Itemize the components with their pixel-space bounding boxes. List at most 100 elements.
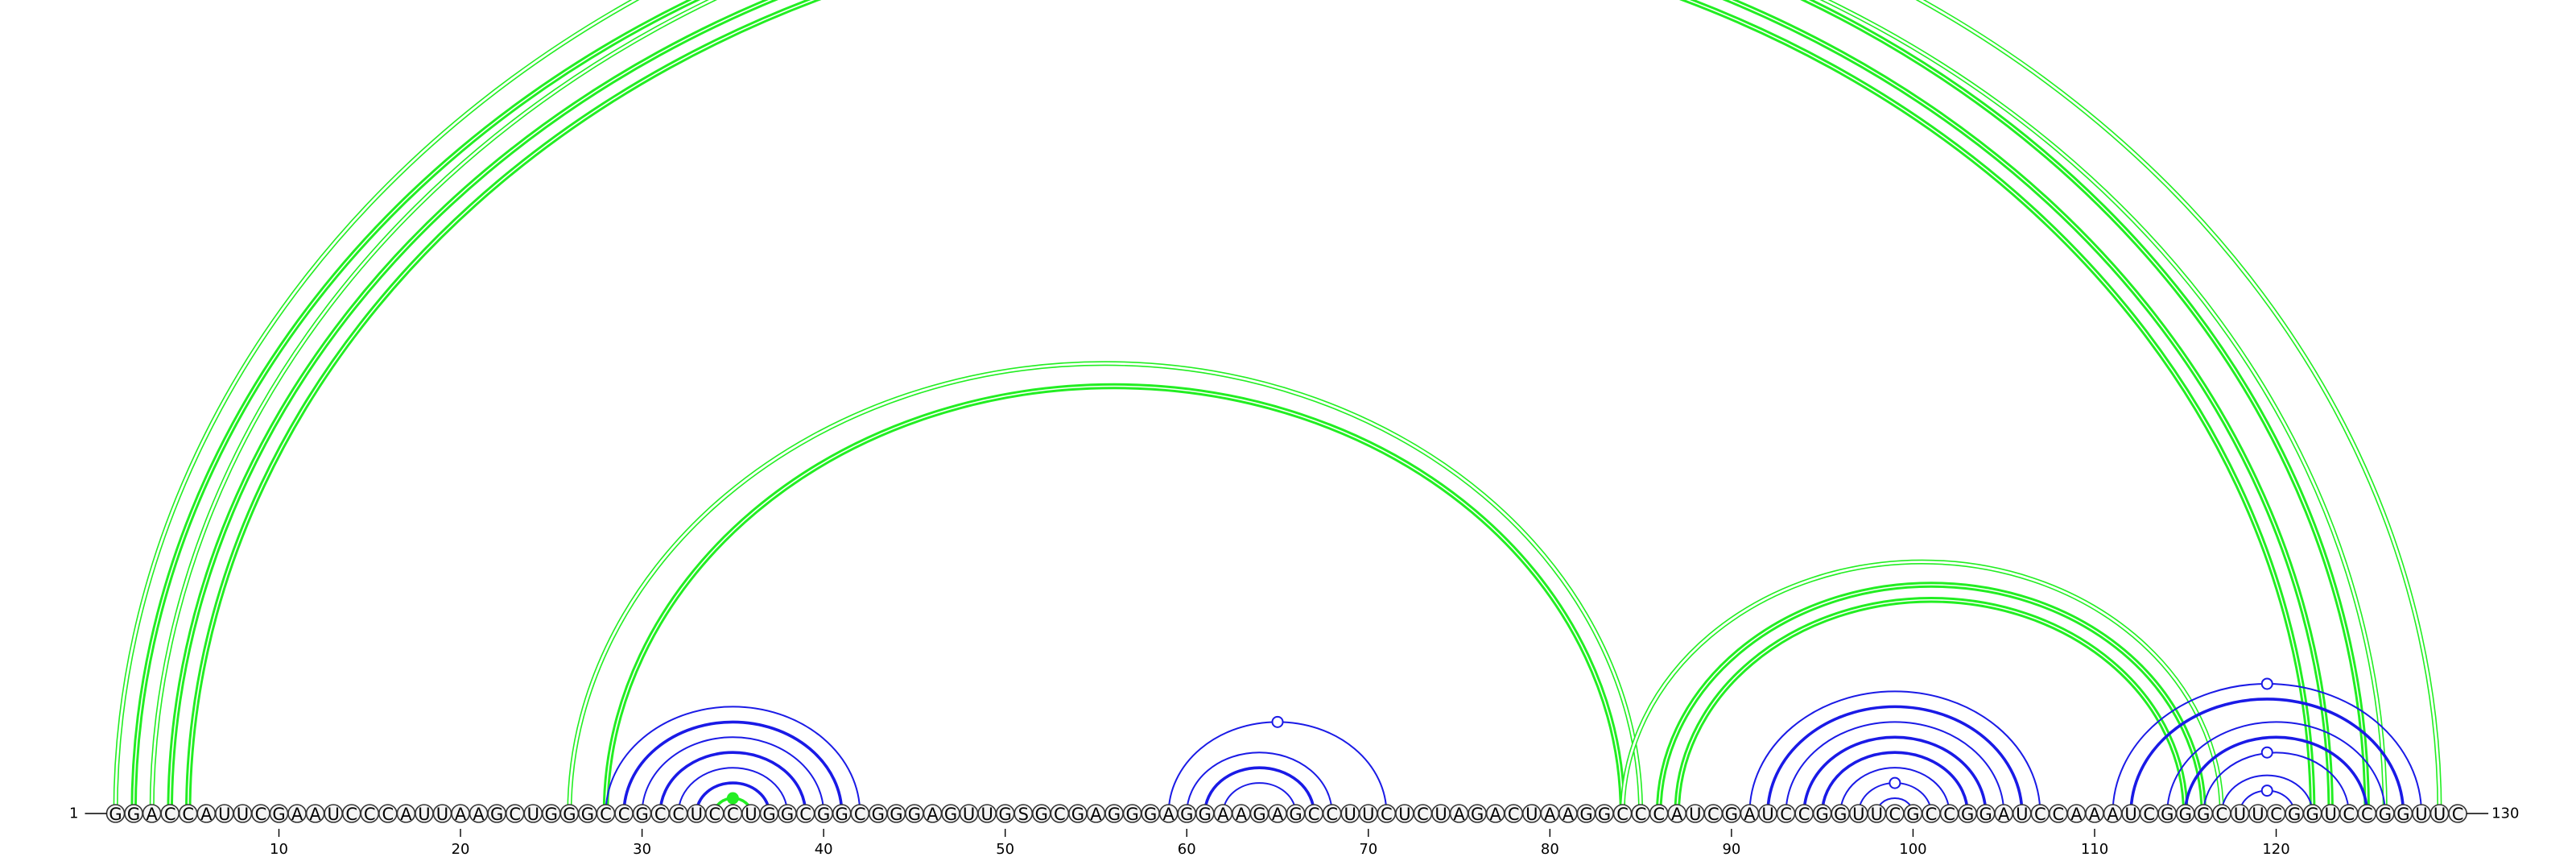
nucleotide: C bbox=[1377, 804, 1397, 824]
nucleotide-letter: U bbox=[1525, 805, 1538, 824]
tick-label: 40 bbox=[815, 841, 833, 857]
arc-marker bbox=[726, 792, 739, 805]
base-pair-arc bbox=[1222, 782, 1297, 814]
nucleotide-letter: C bbox=[1054, 805, 1066, 824]
nucleotide-letter: U bbox=[745, 805, 757, 824]
nucleotide-letter: C bbox=[1889, 805, 1901, 824]
nucleotide: C bbox=[795, 804, 815, 824]
nucleotide-letter: C bbox=[2034, 805, 2046, 824]
tick-label: 100 bbox=[1899, 841, 1926, 857]
nucleotide-letter: U bbox=[1761, 805, 1773, 824]
nucleotide: G bbox=[559, 804, 580, 824]
nucleotide: U bbox=[1431, 804, 1451, 824]
nucleotide: U bbox=[1758, 804, 1777, 824]
nucleotide-letter: C bbox=[2143, 805, 2155, 824]
nucleotide-letter: G bbox=[1035, 805, 1048, 824]
tick-label: 20 bbox=[452, 841, 470, 857]
nucleotide: G bbox=[632, 804, 652, 824]
nucleotide: G bbox=[1122, 804, 1142, 824]
nucleotide-letter: A bbox=[927, 805, 939, 824]
nucleotide: U bbox=[324, 804, 343, 824]
base-pair-arc bbox=[658, 751, 807, 814]
nucleotide: A bbox=[396, 804, 416, 824]
nucleotide-letter: C bbox=[1780, 805, 1792, 824]
nucleotide: U bbox=[415, 804, 434, 824]
nucleotide: A bbox=[923, 804, 943, 824]
nucleotide-letter: G bbox=[781, 805, 794, 824]
nucleotide: U bbox=[1340, 804, 1360, 824]
arc-line bbox=[1222, 782, 1297, 814]
nucleotide: C bbox=[650, 804, 670, 824]
nucleotide: A bbox=[469, 804, 489, 824]
nucleotide: U bbox=[2012, 804, 2032, 824]
arc-line bbox=[1167, 721, 1388, 814]
nucleotide-letter: G bbox=[872, 805, 885, 824]
nucleotide: C bbox=[850, 804, 870, 824]
base-pair-arc bbox=[677, 767, 789, 814]
arc-gap bbox=[1676, 599, 2186, 814]
nucleotide: C bbox=[1922, 804, 1941, 824]
nucleotide: G bbox=[1249, 804, 1269, 824]
nucleotide: G bbox=[905, 804, 924, 824]
nucleotide: A bbox=[1558, 804, 1578, 824]
base-pair-arc bbox=[1820, 751, 1969, 814]
nucleotide: C bbox=[251, 804, 270, 824]
nucleotide-letter: A bbox=[1163, 805, 1175, 824]
nucleotide: C bbox=[723, 804, 743, 824]
arc-line bbox=[1186, 751, 1333, 814]
arc-line bbox=[2202, 751, 2350, 814]
nucleotide-letter: C bbox=[2053, 805, 2065, 824]
nucleotide: G bbox=[2175, 804, 2195, 824]
nucleotide-letter: C bbox=[2361, 805, 2373, 824]
nucleotide-letter: U bbox=[963, 805, 975, 824]
base-pair-arc bbox=[567, 361, 1644, 814]
arc-gap bbox=[187, 0, 2314, 814]
start-position-label: 1 bbox=[69, 805, 78, 822]
nucleotide: G bbox=[1958, 804, 1977, 824]
nucleotide-letter: C bbox=[1308, 805, 1320, 824]
nucleotide: U bbox=[977, 804, 997, 824]
nucleotide-letter: U bbox=[2016, 805, 2028, 824]
nucleotide: C bbox=[1322, 804, 1342, 824]
arc-outline bbox=[1674, 597, 2189, 814]
nucleotide-letter: C bbox=[164, 805, 176, 824]
nucleotide-letter: G bbox=[563, 805, 576, 824]
nucleotide-letter: G bbox=[2288, 805, 2301, 824]
nucleotide: U bbox=[2230, 804, 2250, 824]
nucleotide: C bbox=[2357, 804, 2377, 824]
nucleotide: A bbox=[451, 804, 470, 824]
arc-line bbox=[1820, 751, 1969, 814]
nucleotide-letter: A bbox=[2070, 805, 2083, 824]
nucleotide-letter: C bbox=[1381, 805, 1393, 824]
nucleotide: A bbox=[1485, 804, 1505, 824]
base-pair-arc bbox=[1766, 705, 2024, 814]
nucleotide-letter: G bbox=[1979, 805, 1992, 824]
nucleotide-letter: G bbox=[109, 805, 122, 824]
nucleotide-letter: U bbox=[2325, 805, 2337, 824]
nucleotide-letter: G bbox=[890, 805, 902, 824]
nucleotide-letter: U bbox=[527, 805, 539, 824]
base-pair-arc bbox=[605, 706, 861, 814]
nucleotide: G bbox=[1195, 804, 1215, 824]
nucleotide-letter: A bbox=[1544, 805, 1556, 824]
arc-line bbox=[622, 720, 844, 814]
nucleotide-letter: G bbox=[1579, 805, 1592, 824]
nucleotide-letter: U bbox=[218, 805, 230, 824]
nucleotide: G bbox=[814, 804, 833, 824]
nucleotide-letter: G bbox=[2396, 805, 2409, 824]
nucleotide: C bbox=[505, 804, 525, 824]
nucleotide-letter: A bbox=[1236, 805, 1248, 824]
nucleotide-letter: A bbox=[1453, 805, 1465, 824]
base-pair-arc bbox=[184, 0, 2316, 814]
nucleotide-letter: A bbox=[473, 805, 485, 824]
nucleotide-letter: C bbox=[509, 805, 521, 824]
nucleotide-letter: C bbox=[2452, 805, 2464, 824]
nucleotide: A bbox=[287, 804, 307, 824]
nucleotide-letter: G bbox=[545, 805, 558, 824]
nucleotide: G bbox=[124, 804, 143, 824]
nucleotide-letter: U bbox=[436, 805, 448, 824]
nucleotide: G bbox=[759, 804, 779, 824]
nucleotide-letter: U bbox=[691, 805, 703, 824]
nucleotide: A bbox=[1213, 804, 1233, 824]
tick-label: 30 bbox=[633, 841, 651, 857]
